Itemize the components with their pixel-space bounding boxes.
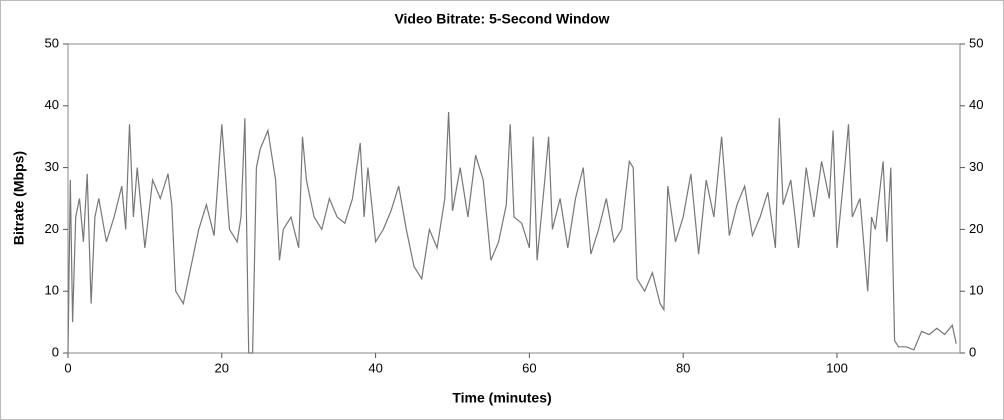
- chart-title: Video Bitrate: 5-Second Window: [394, 11, 609, 27]
- y2-tick-label: 10: [969, 283, 983, 298]
- y2-tick-label: 50: [969, 35, 983, 50]
- y-tick-label: 50: [45, 35, 59, 50]
- x-axis-label: Time (minutes): [452, 390, 551, 406]
- plot-area: [67, 43, 961, 354]
- x-tick-label: 80: [676, 360, 690, 375]
- y-axis-label: Bitrate (Mbps): [11, 151, 27, 245]
- y2-tick-label: 0: [969, 344, 976, 359]
- y-tick-label: 40: [45, 97, 59, 112]
- y-tick-label: 0: [52, 344, 59, 359]
- y2-tick-label: 20: [969, 221, 983, 236]
- y-tick-label: 30: [45, 159, 59, 174]
- y2-tick-label: 40: [969, 97, 983, 112]
- x-tick-label: 40: [368, 360, 382, 375]
- data-line: [67, 111, 957, 354]
- y2-tick-label: 30: [969, 159, 983, 174]
- x-tick-label: 100: [826, 360, 848, 375]
- x-tick-label: 0: [64, 360, 71, 375]
- x-tick-label: 20: [215, 360, 229, 375]
- y-tick-label: 10: [45, 283, 59, 298]
- y-tick-label: 20: [45, 221, 59, 236]
- x-tick-label: 60: [522, 360, 536, 375]
